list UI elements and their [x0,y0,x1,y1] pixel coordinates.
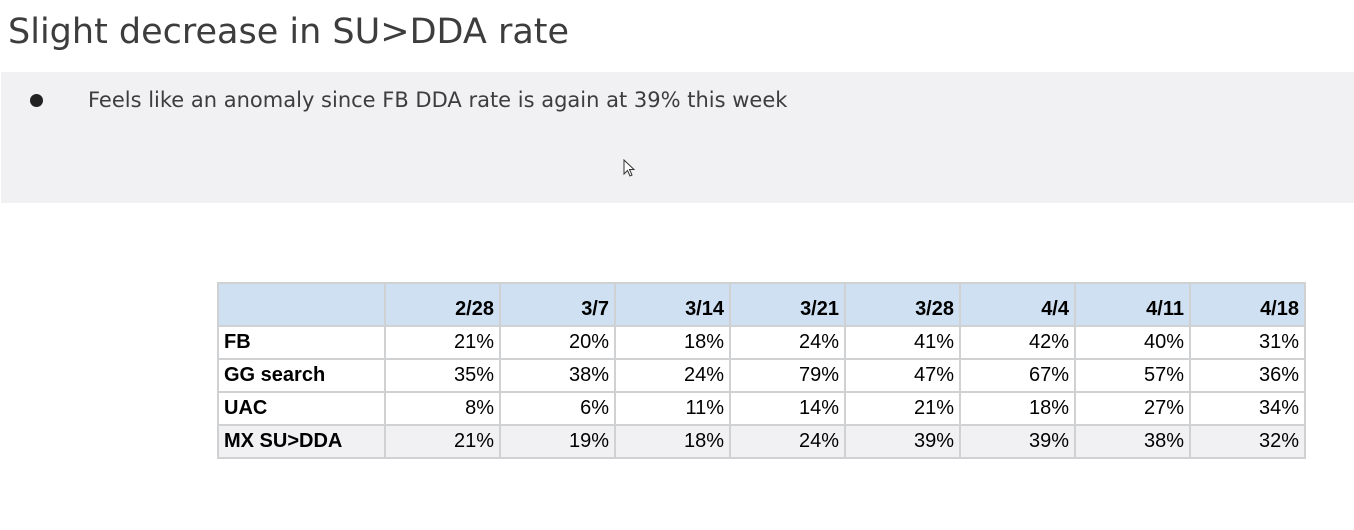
mouse-pointer-icon [623,159,636,177]
header-cell: 3/21 [729,282,846,327]
table-cell: 11% [614,391,731,426]
table-cell: 21% [384,325,501,360]
bullet-panel [1,72,1354,203]
table-cell: 21% [844,391,961,426]
header-cell: 3/28 [844,282,961,327]
table-cell: 67% [959,358,1076,393]
table-cell: 19% [499,424,616,459]
table-cell: 39% [959,424,1076,459]
table-cell: 41% [844,325,961,360]
row-label: GG search [217,358,386,393]
table-cell: 36% [1189,358,1306,393]
table-cell: 39% [844,424,961,459]
header-cell: 4/4 [959,282,1076,327]
rate-table: 2/28 3/7 3/14 3/21 3/28 4/4 4/11 4/18 FB… [217,282,1306,459]
bullet-item: Feels like an anomaly since FB DDA rate … [30,86,787,114]
table-cell: 20% [499,325,616,360]
table-cell: 35% [384,358,501,393]
row-label: FB [217,325,386,360]
header-cell-corner [217,282,386,327]
table-cell: 21% [384,424,501,459]
table-cell: 38% [1074,424,1191,459]
table-cell: 6% [499,391,616,426]
table-cell: 18% [614,325,731,360]
slide-title: Slight decrease in SU>DDA rate [8,12,570,52]
header-cell: 3/7 [499,282,616,327]
table-row-total: MX SU>DDA 21% 19% 18% 24% 39% 39% 38% 32… [217,424,1306,459]
table-cell: 40% [1074,325,1191,360]
table-cell: 38% [499,358,616,393]
table-row: UAC 8% 6% 11% 14% 21% 18% 27% 34% [217,391,1306,426]
table-header-row: 2/28 3/7 3/14 3/21 3/28 4/4 4/11 4/18 [217,282,1306,327]
table-cell: 24% [729,325,846,360]
table-cell: 31% [1189,325,1306,360]
table-row: FB 21% 20% 18% 24% 41% 42% 40% 31% [217,325,1306,360]
header-cell: 3/14 [614,282,731,327]
header-cell: 4/18 [1189,282,1306,327]
table-cell: 24% [614,358,731,393]
table-cell: 14% [729,391,846,426]
table-cell: 24% [729,424,846,459]
table-row: GG search 35% 38% 24% 79% 47% 67% 57% 36… [217,358,1306,393]
row-label: MX SU>DDA [217,424,386,459]
table-cell: 79% [729,358,846,393]
table-cell: 42% [959,325,1076,360]
bullet-text: Feels like an anomaly since FB DDA rate … [88,88,788,112]
row-label: UAC [217,391,386,426]
header-cell: 4/11 [1074,282,1191,327]
table-cell: 57% [1074,358,1191,393]
table-cell: 18% [614,424,731,459]
bullet-dot-icon [30,93,43,107]
table-cell: 8% [384,391,501,426]
table-cell: 34% [1189,391,1306,426]
table-cell: 27% [1074,391,1191,426]
header-cell: 2/28 [384,282,501,327]
table-cell: 47% [844,358,961,393]
table-cell: 32% [1189,424,1306,459]
table-cell: 18% [959,391,1076,426]
